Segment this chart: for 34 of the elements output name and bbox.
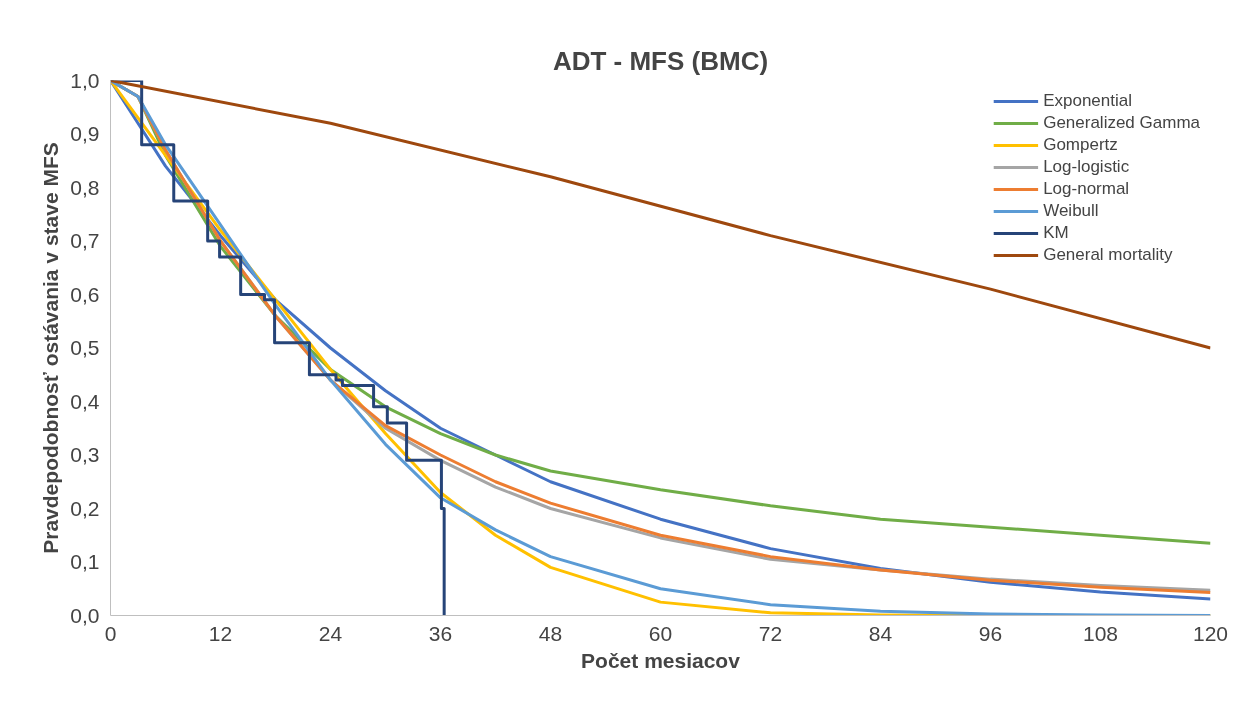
x-tick-label: 96 bbox=[978, 621, 1003, 645]
y-tick-label: 0,7 bbox=[70, 229, 100, 252]
line-series bbox=[110, 80, 1211, 350]
y-tick-label: 0,1 bbox=[70, 550, 100, 573]
y-tick-label: 0,3 bbox=[70, 443, 100, 466]
x-tick-label: 120 bbox=[1192, 621, 1229, 645]
x-tick-label: 0 bbox=[104, 621, 117, 645]
x-tick-label: 84 bbox=[868, 621, 893, 645]
legend-label: Generalized Gamma bbox=[1043, 112, 1200, 134]
y-tick-label: 0,8 bbox=[70, 175, 100, 199]
x-tick-label: 72 bbox=[758, 621, 783, 645]
legend-label: KM bbox=[1043, 222, 1069, 244]
x-tick-label: 36 bbox=[428, 621, 453, 645]
y-tick-label: 0,5 bbox=[70, 336, 100, 359]
legend-label: Log-logistic bbox=[1043, 156, 1130, 178]
y-tick-label: 0,0 bbox=[70, 603, 100, 627]
legend-label: Exponential bbox=[1043, 90, 1132, 112]
legend-label: General mortality bbox=[1043, 244, 1173, 266]
x-tick-label: 60 bbox=[648, 621, 673, 645]
x-axis-title: Počet mesiacov bbox=[581, 648, 741, 672]
chart-title: ADT - MFS (BMC) bbox=[552, 45, 769, 76]
y-tick-label: 0,9 bbox=[70, 122, 100, 145]
x-tick-label: 48 bbox=[538, 621, 563, 645]
legend-label: Weibull bbox=[1043, 200, 1099, 222]
x-tick-label: 24 bbox=[318, 621, 343, 645]
legend-label: Gompertz bbox=[1043, 134, 1118, 156]
legend-label: Log-normal bbox=[1043, 178, 1130, 200]
y-tick-label: 0,6 bbox=[70, 282, 100, 306]
y-tick-label: 0,2 bbox=[70, 496, 100, 520]
x-tick-label: 12 bbox=[208, 621, 233, 645]
y-tick-label: 1,0 bbox=[70, 68, 100, 92]
y-axis-title: Pravdepodobnosť ostávania v stave MFS bbox=[39, 142, 63, 554]
x-tick-label: 108 bbox=[1082, 621, 1119, 645]
y-tick-label: 0,4 bbox=[70, 389, 100, 413]
